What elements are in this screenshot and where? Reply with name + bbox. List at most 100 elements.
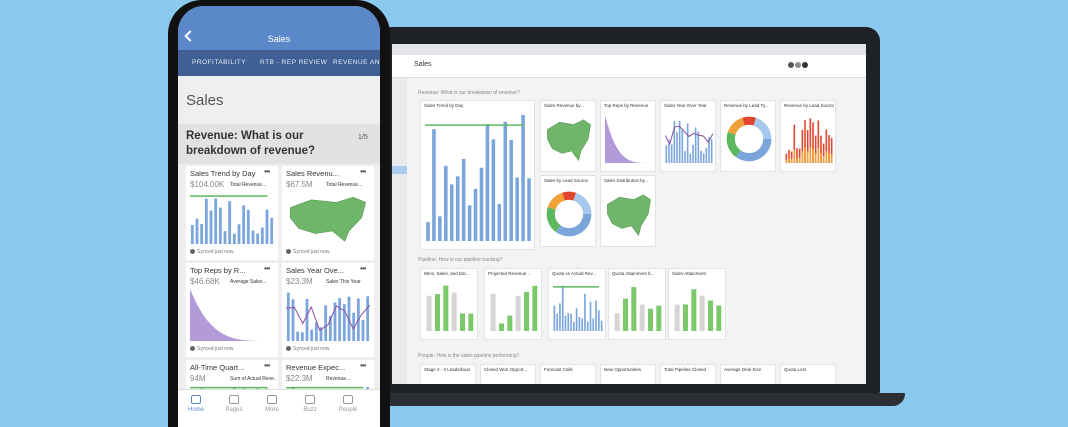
avatar bbox=[286, 249, 291, 254]
section-title: Revenue: What is our breakdown of revenu… bbox=[186, 130, 316, 157]
chart-bar bbox=[796, 157, 798, 163]
chart-bar bbox=[507, 315, 513, 331]
nav-label[interactable]: More bbox=[265, 407, 279, 413]
chart-bar bbox=[623, 298, 628, 331]
nav-label[interactable]: Pages bbox=[225, 407, 243, 413]
chart-bar bbox=[497, 204, 502, 241]
mini-chart bbox=[190, 195, 274, 244]
chart-bar bbox=[825, 151, 828, 163]
dashboard-card: Sales Trend by Day ••• $104.00K Total Reven… bbox=[186, 166, 278, 260]
chart-bar bbox=[676, 132, 678, 163]
chart-bar bbox=[828, 153, 830, 163]
chart-bar bbox=[300, 332, 304, 341]
chart-bar bbox=[524, 291, 529, 331]
chart-bar bbox=[581, 318, 583, 331]
chart-bar bbox=[814, 135, 817, 163]
chart-bar bbox=[708, 300, 713, 331]
section-page: 1/5 bbox=[358, 134, 368, 141]
chart-bar bbox=[251, 230, 255, 244]
chart-bar bbox=[716, 305, 722, 331]
chart-bar bbox=[270, 217, 274, 244]
chart-bar bbox=[694, 127, 697, 163]
dashboard-card: Total Pipeline Closed bbox=[660, 364, 716, 384]
nav-icon[interactable] bbox=[267, 395, 277, 404]
chart-bar bbox=[564, 315, 567, 331]
chart-bar bbox=[598, 310, 600, 331]
card-title: Sales by Lead Source bbox=[544, 178, 589, 183]
nav-label[interactable]: Home bbox=[187, 407, 204, 413]
card-title: Sales Revenue by... bbox=[544, 103, 584, 108]
chart-bar bbox=[461, 158, 466, 241]
mini-chart bbox=[490, 285, 538, 331]
chart-bar bbox=[559, 303, 561, 331]
dashboard-card: New Opportunities bbox=[600, 364, 656, 384]
card-value: 94M bbox=[190, 374, 206, 383]
section-title: People: How is the sales pipeline perfor… bbox=[418, 353, 520, 359]
chart-bar bbox=[592, 318, 595, 331]
chart-bar bbox=[223, 231, 227, 244]
chart-bar bbox=[798, 148, 801, 163]
chart-bar bbox=[830, 137, 833, 163]
chart-bar bbox=[242, 205, 246, 244]
card-menu: ••• bbox=[360, 167, 366, 176]
chart-bar bbox=[314, 322, 318, 341]
chart-bar bbox=[830, 154, 833, 163]
chart-bar bbox=[586, 321, 589, 331]
chart-bar bbox=[790, 151, 793, 163]
nav-icon[interactable] bbox=[343, 395, 353, 404]
chart-bar bbox=[804, 147, 806, 163]
nav-label[interactable]: Buzz bbox=[303, 407, 317, 413]
mini-chart bbox=[190, 289, 274, 341]
mini-chart bbox=[614, 287, 662, 331]
card-menu: ••• bbox=[360, 264, 366, 273]
chart-bar bbox=[490, 293, 496, 331]
card-title: Sales Distribution by... bbox=[604, 178, 649, 183]
tab: PROFITABILITY bbox=[192, 59, 247, 66]
card-title: Closed Won Opport... bbox=[484, 367, 528, 372]
chart-bar bbox=[809, 147, 812, 163]
browser-bar bbox=[392, 44, 866, 55]
card-value: $46.68K bbox=[190, 277, 220, 286]
chart-bar bbox=[214, 198, 218, 244]
card-title: Sales Revenu... bbox=[286, 169, 339, 178]
chart-line bbox=[286, 304, 370, 331]
chart-bar bbox=[444, 165, 448, 241]
chart-bar bbox=[822, 156, 825, 163]
card-title: Quota Attainment b... bbox=[612, 271, 655, 276]
chart-bar bbox=[686, 123, 689, 163]
avatar bbox=[286, 346, 291, 351]
card-title: Wins, Sales, and Ear... bbox=[424, 271, 470, 276]
chart-bar bbox=[553, 305, 556, 331]
nav-icon[interactable] bbox=[229, 395, 239, 404]
card-title: Sales Year Ove... bbox=[286, 266, 344, 275]
chart-bar bbox=[595, 300, 597, 331]
chart-bar bbox=[798, 157, 801, 163]
avatar bbox=[795, 62, 801, 68]
card-title: Top Reps by R... bbox=[190, 266, 246, 275]
chart-bar bbox=[648, 308, 653, 331]
card-menu: ••• bbox=[360, 361, 366, 370]
map-shape bbox=[607, 194, 651, 237]
dashboard-card: Sales Revenu... ••• $67.5M Total Revenue...… bbox=[282, 166, 374, 260]
sync-status: Synced just now bbox=[197, 346, 234, 352]
card-title: All-Time Quart... bbox=[190, 363, 245, 372]
avatar bbox=[190, 346, 195, 351]
chart-bar bbox=[190, 224, 194, 244]
chart-bar bbox=[702, 153, 705, 163]
chart-bar bbox=[435, 294, 440, 331]
nav-label[interactable]: People bbox=[338, 407, 358, 413]
chart-bar bbox=[361, 319, 365, 341]
dashboard-card: Sales Year Ove... ••• $23.3M Sales This Yea… bbox=[282, 263, 374, 357]
avatar bbox=[802, 62, 808, 68]
dashboard-card: Sales Revenue by... bbox=[540, 100, 596, 172]
nav-icon[interactable] bbox=[191, 395, 201, 404]
dashboard-card: Revenue by Lead Ty... bbox=[720, 100, 776, 172]
chart-bar bbox=[256, 233, 260, 244]
chart-bar bbox=[570, 313, 572, 331]
chart-bar bbox=[338, 298, 342, 341]
dashboard-card: Quota vs Actual Rev... bbox=[548, 268, 606, 340]
nav-icon[interactable] bbox=[305, 395, 315, 404]
mini-chart bbox=[553, 285, 603, 331]
chart-bar bbox=[455, 176, 460, 241]
